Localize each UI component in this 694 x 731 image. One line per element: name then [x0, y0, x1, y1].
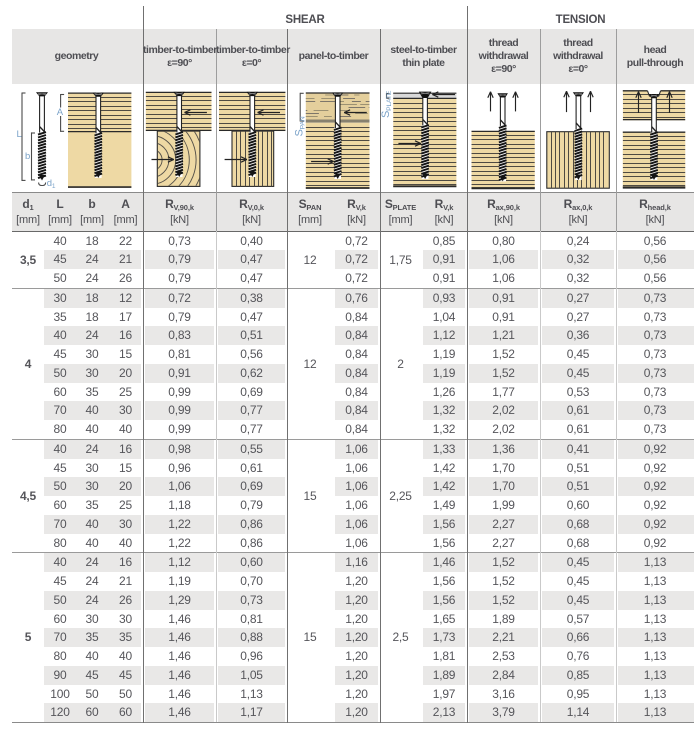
- svg-text:SPAN: SPAN: [294, 116, 307, 136]
- svg-text:SPLATE: SPLATE: [380, 90, 393, 118]
